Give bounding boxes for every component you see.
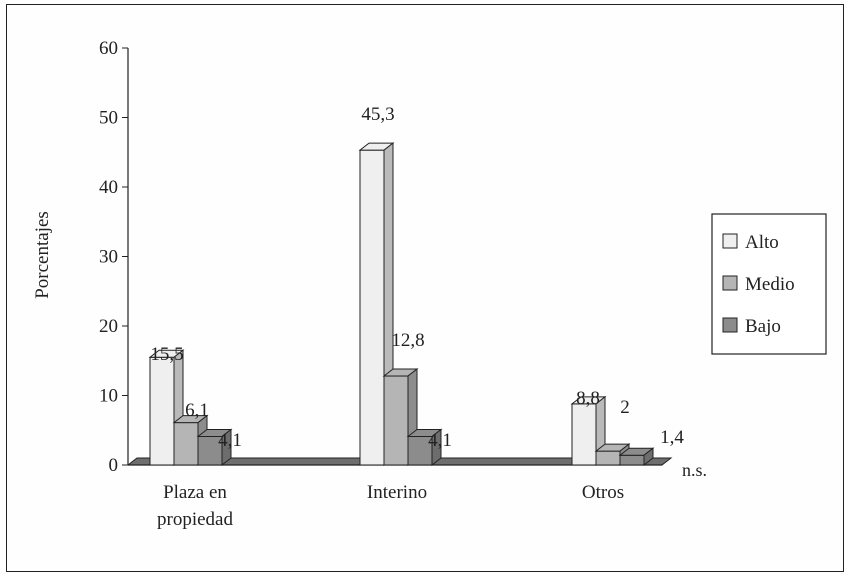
data-label: 2 [620, 397, 630, 418]
y-tick-label: 30 [99, 247, 118, 268]
y-tick-label: 0 [109, 455, 119, 476]
y-tick-label: 20 [99, 316, 118, 337]
data-label: 8,8 [576, 388, 600, 409]
x-tick-label: Plaza en [163, 482, 227, 503]
bar-front [595, 450, 621, 466]
x-tick-label: Interino [367, 482, 427, 503]
legend-label-medio: Medio [745, 274, 795, 295]
bar-side [431, 428, 442, 467]
bars-layer [148, 142, 655, 467]
data-labels: 15,5 6,1 4,1 45,3 12,8 4,1 8,8 2 1,4 [150, 104, 684, 451]
y-tick-label: 10 [99, 386, 118, 407]
legend-label-alto: Alto [745, 232, 779, 253]
legend-label-bajo: Bajo [745, 316, 781, 337]
x-tick-label: Otros [582, 482, 624, 503]
bar-bajo-2 [618, 447, 655, 467]
axis-layer: 0 10 20 30 40 50 60 Porcentajes Plaza en propieda… [32, 38, 707, 530]
bar-front [149, 356, 175, 466]
data-label: 4,1 [428, 430, 452, 451]
bar-side [643, 447, 654, 467]
bar-front [359, 149, 385, 466]
bar-side [221, 428, 232, 467]
bar-front [197, 436, 223, 466]
data-label: 6,1 [185, 400, 209, 421]
legend-swatch-alto [722, 233, 738, 249]
data-label: 1,4 [660, 427, 684, 448]
legend-swatch-medio [722, 275, 738, 291]
bar-front [571, 403, 597, 466]
bar-front [619, 454, 645, 466]
data-label: 12,8 [391, 330, 424, 351]
legend-swatch-bajo [722, 317, 738, 333]
legend: Alto Medio Bajo [711, 213, 827, 355]
y-tick-label: 50 [99, 108, 118, 129]
bar-bajo-0 [196, 428, 233, 467]
data-label: 15,5 [150, 344, 183, 365]
x-tick-label: propiedad [157, 509, 233, 530]
y-tick-label: 40 [99, 177, 118, 198]
data-label: 45,3 [361, 104, 394, 125]
bar-front [173, 422, 199, 466]
annotation-ns: n.s. [682, 460, 707, 480]
bar-front [383, 375, 409, 466]
data-label: 4,1 [218, 430, 242, 451]
chart-frame [6, 4, 844, 572]
bar-bajo-1 [406, 428, 443, 467]
bar-medio-2 [594, 443, 631, 467]
y-tick-label: 60 [99, 38, 118, 59]
y-axis-title: Porcentajes [32, 211, 53, 299]
